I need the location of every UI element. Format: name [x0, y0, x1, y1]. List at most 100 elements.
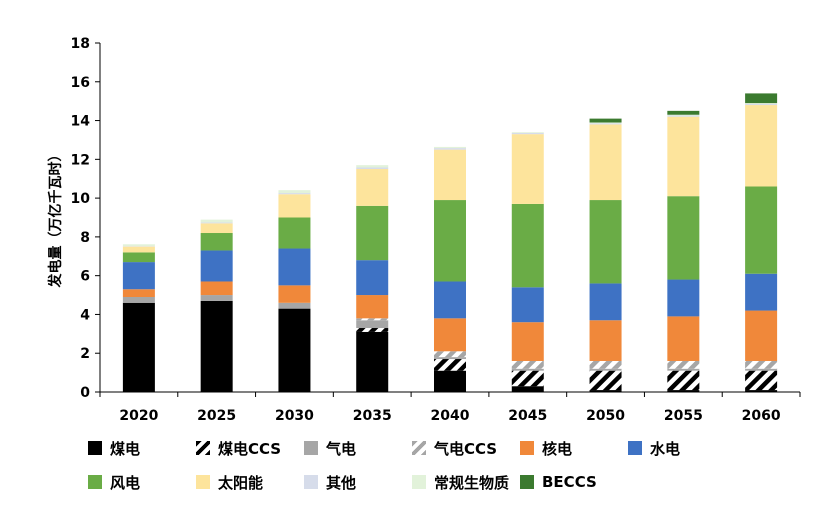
bar-segment: [122, 244, 155, 247]
y-tick-label: 14: [71, 114, 91, 130]
bar-segment: [589, 390, 622, 392]
bar-segment: [589, 320, 622, 361]
bar-segment: [434, 370, 466, 392]
bar-segment: [667, 368, 700, 371]
bar-segment: [745, 103, 778, 104]
bar-segment: [200, 223, 233, 234]
bar-segment: [745, 103, 778, 106]
legend-swatch: [520, 441, 534, 455]
bar-segment: [511, 322, 544, 361]
bar-segment: [278, 248, 311, 286]
bar-segment: [511, 132, 544, 133]
bar-segment: [278, 217, 311, 249]
legend-item: 煤电CCS: [196, 438, 304, 458]
bar-segment: [434, 281, 466, 319]
y-tick-label: 8: [80, 230, 90, 246]
bar-segment: [745, 360, 778, 369]
bar-segment: [667, 116, 700, 197]
legend-label: 煤电: [110, 439, 141, 458]
legend-item: 煤电: [88, 438, 196, 458]
bar-segment: [200, 295, 233, 301]
legend-label: 常规生物质: [434, 473, 510, 492]
bar-segment: [589, 124, 622, 201]
x-tick-label: 2045: [508, 408, 547, 424]
bar-segment: [200, 222, 233, 224]
bar-segment: [589, 122, 622, 124]
x-tick-label: 2030: [275, 408, 314, 424]
x-tick-label: 2020: [119, 408, 158, 424]
bar-segment: [667, 370, 700, 391]
bar-segment: [667, 390, 700, 392]
legend-item: 核电: [520, 438, 628, 458]
x-tick-label: 2060: [742, 408, 781, 424]
y-tick-label: 0: [80, 385, 90, 401]
bar-segment: [667, 196, 700, 280]
bar-segment: [667, 316, 700, 361]
bar-segment: [745, 105, 778, 187]
bar-segment: [434, 318, 466, 352]
bar-segment: [122, 262, 155, 290]
bar-segment: [511, 386, 544, 392]
x-tick-label: 2040: [431, 408, 470, 424]
legend-item: 其他: [304, 472, 412, 492]
bar-segment: [745, 390, 778, 392]
bar-segment: [434, 351, 466, 358]
bar-segment: [589, 360, 622, 369]
bar-segment: [356, 295, 389, 319]
chart-legend: 煤电 煤电CCS 气电 气电CCS 核电 水电 风电 太阳能 其他 常规生物质 BECCS: [88, 438, 788, 492]
legend-item: BECCS: [520, 472, 628, 492]
legend-swatch: [196, 441, 210, 455]
bar-segment: [200, 250, 233, 282]
bar-segment: [745, 370, 778, 391]
legend-swatch: [88, 475, 102, 489]
bar-segment: [356, 318, 389, 321]
bar-segment: [667, 360, 700, 369]
y-tick-label: 10: [71, 191, 91, 207]
bar-segment: [278, 302, 311, 309]
legend-label: 气电: [326, 439, 357, 458]
bar-segment: [589, 123, 622, 125]
x-tick-label: 2055: [664, 408, 703, 424]
bar-segment: [356, 260, 389, 296]
bar-segment: [356, 320, 389, 329]
bar-segment: [589, 368, 622, 371]
y-tick-label: 2: [80, 346, 90, 362]
bar-segment: [745, 310, 778, 361]
labels-group: 0 2 4 6 8 10 12 14 16 18 发电量（万亿千瓦时） 2020 2025 2030 203…: [47, 36, 781, 424]
legend-label: 其他: [326, 473, 357, 492]
y-axis-label: 发电量（万亿千瓦时）: [47, 148, 64, 289]
bars-group: [122, 93, 778, 392]
legend-item: 气电CCS: [412, 438, 520, 458]
legend-swatch: [196, 475, 210, 489]
legend-label: 煤电CCS: [218, 439, 282, 458]
bar-segment: [589, 370, 622, 391]
y-tick-label: 12: [71, 152, 90, 168]
bar-segment: [511, 360, 544, 369]
legend-label: 气电CCS: [434, 439, 498, 458]
bar-segment: [356, 167, 389, 170]
legend-label: 核电: [542, 439, 573, 458]
bar-segment: [122, 302, 155, 392]
bar-segment: [434, 146, 466, 149]
bar-segment: [278, 308, 311, 392]
legend-item: 水电: [628, 438, 736, 458]
bar-segment: [434, 149, 466, 201]
bar-segment: [511, 132, 544, 135]
legend-item: 风电: [88, 472, 196, 492]
x-tick-label: 2025: [197, 408, 236, 424]
bar-segment: [434, 200, 466, 282]
bar-segment: [434, 357, 466, 360]
bar-segment: [122, 246, 155, 253]
bar-segment: [589, 283, 622, 321]
legend-label: 风电: [110, 473, 141, 492]
bar-segment: [278, 193, 311, 195]
bar-segment: [200, 300, 233, 392]
y-tick-label: 4: [80, 307, 90, 323]
bar-segment: [278, 285, 311, 303]
bar-segment: [511, 287, 544, 323]
bar-segment: [667, 115, 700, 117]
bar-segment: [667, 279, 700, 317]
legend-swatch: [304, 475, 318, 489]
bar-segment: [122, 296, 155, 303]
bar-segment: [511, 368, 544, 371]
